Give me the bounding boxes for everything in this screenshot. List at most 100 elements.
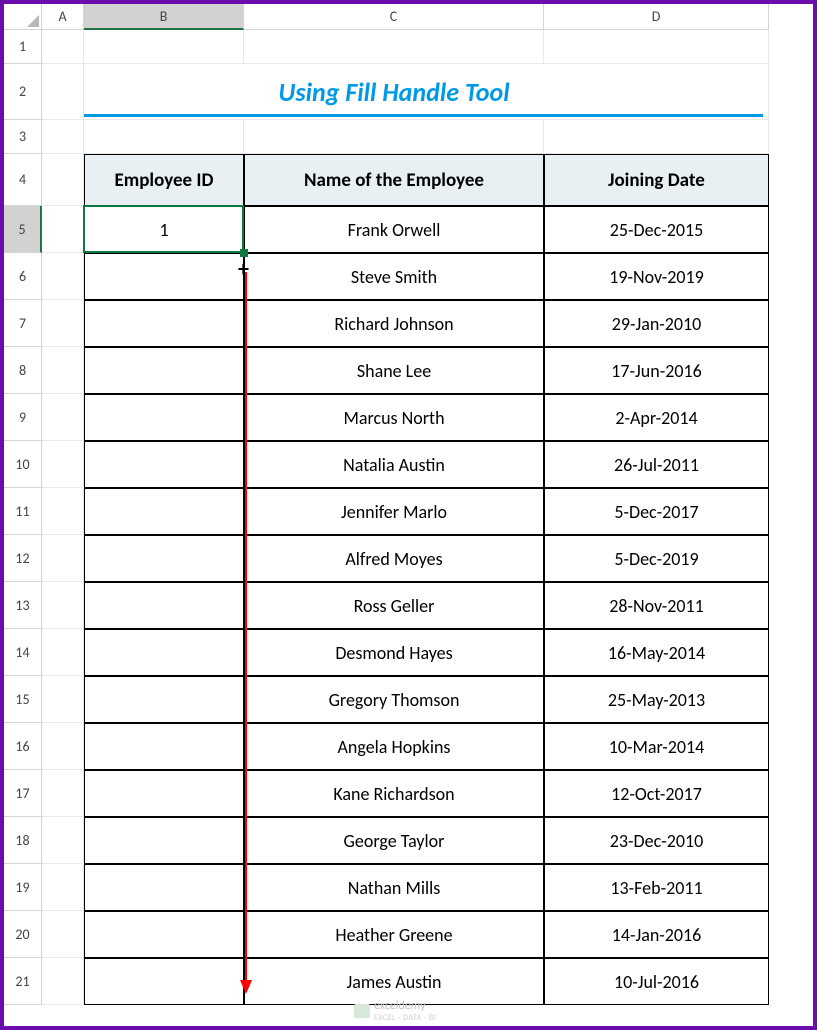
table-row-3-name[interactable]: Shane Lee [244,347,544,394]
table-row-6-date[interactable]: 5-Dec-2017 [544,488,769,535]
cell-B2[interactable] [84,64,244,120]
row-header-12[interactable]: 12 [4,535,42,582]
table-row-8-name[interactable]: Ross Geller [244,582,544,629]
table-row-3-id[interactable] [84,347,244,394]
column-header-A[interactable]: A [42,4,84,30]
table-row-5-name[interactable]: Natalia Austin [244,441,544,488]
cell-A13[interactable] [42,582,84,629]
table-row-0-name[interactable]: Frank Orwell [244,206,544,253]
table-row-10-id[interactable] [84,676,244,723]
table-row-11-id[interactable] [84,723,244,770]
table-row-0-date[interactable]: 25-Dec-2015 [544,206,769,253]
table-row-3-date[interactable]: 17-Jun-2016 [544,347,769,394]
table-row-1-id[interactable] [84,253,244,300]
table-row-13-name[interactable]: George Taylor [244,817,544,864]
column-header-D[interactable]: D [544,4,769,30]
cell-C2[interactable]: Using Fill Handle Tool [244,64,544,120]
table-header-date[interactable]: Joining Date [544,154,769,206]
table-row-7-id[interactable] [84,535,244,582]
table-row-12-id[interactable] [84,770,244,817]
cell-A5[interactable] [42,206,84,253]
table-row-12-date[interactable]: 12-Oct-2017 [544,770,769,817]
cell-D3[interactable] [544,120,769,154]
cell-A21[interactable] [42,958,84,1005]
cell-A14[interactable] [42,629,84,676]
select-all-corner[interactable] [4,4,42,30]
table-row-14-date[interactable]: 13-Feb-2011 [544,864,769,911]
table-row-11-date[interactable]: 10-Mar-2014 [544,723,769,770]
row-header-8[interactable]: 8 [4,347,42,394]
cell-C3[interactable] [244,120,544,154]
table-row-10-date[interactable]: 25-May-2013 [544,676,769,723]
row-header-7[interactable]: 7 [4,300,42,347]
row-header-1[interactable]: 1 [4,30,42,64]
table-row-16-id[interactable] [84,958,244,1005]
row-header-11[interactable]: 11 [4,488,42,535]
cell-B1[interactable] [84,30,244,64]
cell-A11[interactable] [42,488,84,535]
cell-A4[interactable] [42,154,84,206]
table-row-7-date[interactable]: 5-Dec-2019 [544,535,769,582]
table-row-10-name[interactable]: Gregory Thomson [244,676,544,723]
table-row-15-name[interactable]: Heather Greene [244,911,544,958]
table-row-6-name[interactable]: Jennifer Marlo [244,488,544,535]
cell-A3[interactable] [42,120,84,154]
table-row-4-date[interactable]: 2-Apr-2014 [544,394,769,441]
cell-A18[interactable] [42,817,84,864]
cell-A8[interactable] [42,347,84,394]
table-row-8-id[interactable] [84,582,244,629]
table-row-0-id[interactable]: 1 [84,206,244,253]
table-row-2-date[interactable]: 29-Jan-2010 [544,300,769,347]
table-row-12-name[interactable]: Kane Richardson [244,770,544,817]
table-row-13-date[interactable]: 23-Dec-2010 [544,817,769,864]
cell-A17[interactable] [42,770,84,817]
table-row-14-name[interactable]: Nathan Mills [244,864,544,911]
row-header-17[interactable]: 17 [4,770,42,817]
cell-A10[interactable] [42,441,84,488]
row-header-13[interactable]: 13 [4,582,42,629]
table-row-5-date[interactable]: 26-Jul-2011 [544,441,769,488]
column-header-C[interactable]: C [244,4,544,30]
table-row-16-date[interactable]: 10-Jul-2016 [544,958,769,1005]
table-row-9-name[interactable]: Desmond Hayes [244,629,544,676]
row-header-4[interactable]: 4 [4,154,42,206]
cell-A2[interactable] [42,64,84,120]
table-row-15-date[interactable]: 14-Jan-2016 [544,911,769,958]
cell-D1[interactable] [544,30,769,64]
table-row-4-name[interactable]: Marcus North [244,394,544,441]
table-row-4-id[interactable] [84,394,244,441]
row-header-21[interactable]: 21 [4,958,42,1005]
table-row-16-name[interactable]: James Austin [244,958,544,1005]
row-header-9[interactable]: 9 [4,394,42,441]
table-row-13-id[interactable] [84,817,244,864]
table-header-id[interactable]: Employee ID [84,154,244,206]
row-header-16[interactable]: 16 [4,723,42,770]
table-row-14-id[interactable] [84,864,244,911]
table-row-2-id[interactable] [84,300,244,347]
table-row-6-id[interactable] [84,488,244,535]
cell-A12[interactable] [42,535,84,582]
table-row-9-id[interactable] [84,629,244,676]
row-header-2[interactable]: 2 [4,64,42,120]
row-header-3[interactable]: 3 [4,120,42,154]
table-row-1-date[interactable]: 19-Nov-2019 [544,253,769,300]
row-header-20[interactable]: 20 [4,911,42,958]
cell-A9[interactable] [42,394,84,441]
row-header-10[interactable]: 10 [4,441,42,488]
cell-B3[interactable] [84,120,244,154]
cell-A6[interactable] [42,253,84,300]
cell-A7[interactable] [42,300,84,347]
table-row-9-date[interactable]: 16-May-2014 [544,629,769,676]
cell-A1[interactable] [42,30,84,64]
table-row-8-date[interactable]: 28-Nov-2011 [544,582,769,629]
cell-A15[interactable] [42,676,84,723]
row-header-14[interactable]: 14 [4,629,42,676]
cell-A16[interactable] [42,723,84,770]
row-header-18[interactable]: 18 [4,817,42,864]
table-row-11-name[interactable]: Angela Hopkins [244,723,544,770]
row-header-15[interactable]: 15 [4,676,42,723]
table-row-1-name[interactable]: Steve Smith [244,253,544,300]
column-header-B[interactable]: B [84,4,244,30]
table-row-2-name[interactable]: Richard Johnson [244,300,544,347]
row-header-6[interactable]: 6 [4,253,42,300]
